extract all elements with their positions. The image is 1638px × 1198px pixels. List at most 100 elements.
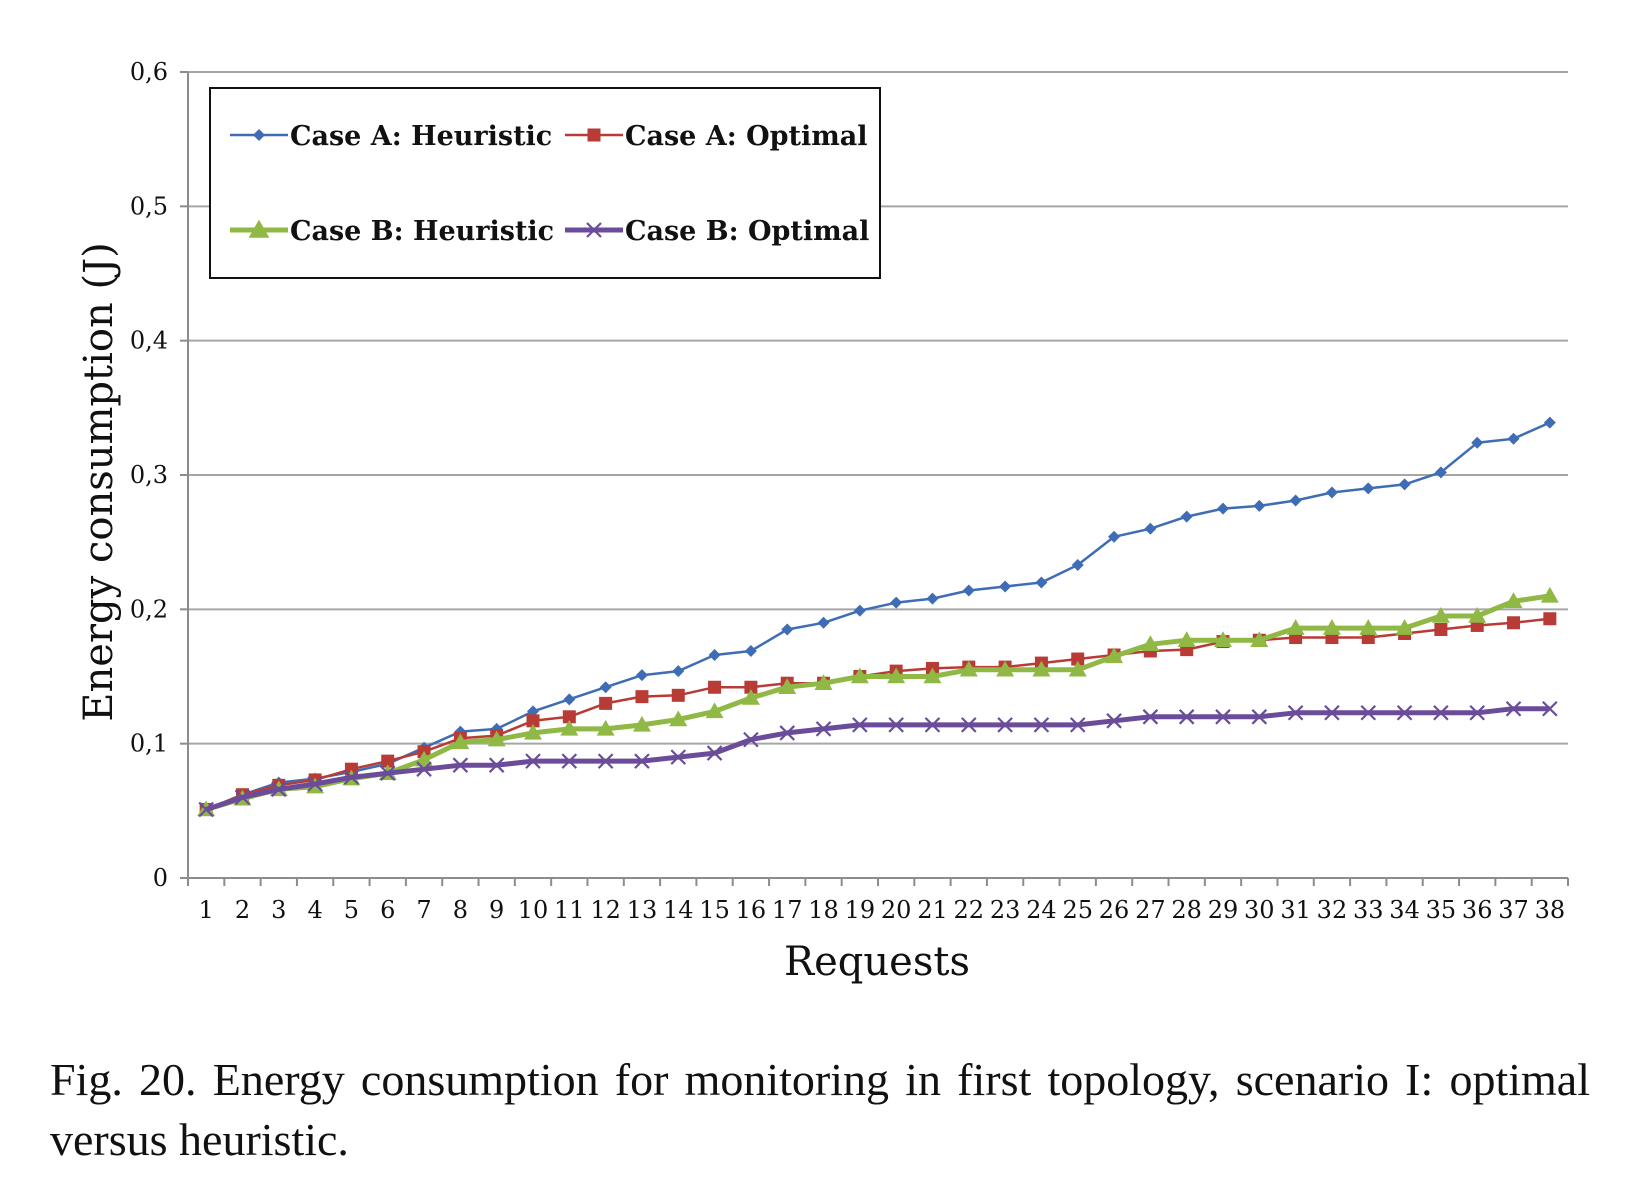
- data-point: [563, 693, 576, 706]
- y-tick-label: 0,1: [130, 730, 168, 758]
- data-point: [1362, 482, 1375, 495]
- data-point: [597, 753, 614, 769]
- x-tick-label: 10: [518, 896, 549, 924]
- data-point: [1360, 704, 1377, 721]
- data-point: [959, 660, 978, 677]
- x-tick-label: 28: [1171, 896, 1202, 924]
- data-point: [1359, 619, 1378, 635]
- data-point: [1144, 522, 1157, 535]
- x-tick-label: 13: [627, 896, 658, 924]
- data-point: [632, 715, 651, 732]
- data-point: [669, 710, 688, 727]
- data-point: [1322, 619, 1341, 635]
- data-point: [1431, 607, 1450, 623]
- x-tick-label: 17: [772, 896, 803, 924]
- y-tick-label: 0,6: [130, 58, 168, 86]
- data-point: [1105, 647, 1124, 664]
- legend-swatch-marker: [587, 128, 601, 142]
- y-tick-label: 0,3: [130, 461, 168, 489]
- data-point: [1395, 619, 1414, 635]
- data-point: [1540, 586, 1559, 603]
- data-point: [1108, 530, 1121, 543]
- series-case-a-heuristic: [200, 416, 1556, 816]
- data-point: [560, 719, 579, 736]
- data-point: [962, 584, 975, 597]
- data-point: [1214, 631, 1232, 647]
- legend-swatch-marker: [253, 129, 265, 141]
- data-point: [1434, 466, 1447, 479]
- x-tick-label: 38: [1535, 896, 1566, 924]
- y-axis-label: Energy consumption (J): [76, 242, 122, 721]
- data-point: [926, 592, 939, 605]
- x-tick-label: 19: [845, 896, 876, 924]
- data-point: [1505, 700, 1522, 717]
- data-point: [381, 754, 395, 768]
- data-point: [599, 681, 612, 694]
- legend-label: Case B: Optimal: [625, 216, 869, 247]
- x-tick-label: 26: [1099, 896, 1130, 924]
- legend-entry: Case A: Optimal: [565, 121, 868, 152]
- data-point: [705, 702, 724, 719]
- legend-entry: Case B: Optimal: [565, 216, 869, 247]
- x-tick-label: 27: [1135, 896, 1166, 924]
- data-point: [416, 761, 432, 777]
- data-point: [634, 753, 650, 769]
- data-point: [1468, 607, 1487, 623]
- y-tick-label: 0,2: [130, 595, 168, 623]
- x-tick-label: 21: [917, 896, 948, 924]
- data-point: [741, 688, 760, 705]
- data-point: [562, 710, 576, 724]
- x-tick-label: 30: [1244, 896, 1275, 924]
- data-point: [599, 696, 613, 710]
- data-point: [488, 757, 505, 773]
- axes: 00,10,20,30,40,50,61 2 3 4 5 6 7 8 9 10 11 12 13 14 15…: [130, 58, 1569, 924]
- data-point: [452, 757, 469, 773]
- data-point: [1396, 704, 1413, 721]
- data-point: [817, 616, 830, 629]
- data-point: [890, 596, 903, 609]
- data-point: [1398, 478, 1411, 491]
- x-tick-label: 15: [699, 896, 730, 924]
- data-point: [1253, 499, 1266, 512]
- x-tick-label: 31: [1280, 896, 1311, 924]
- x-tick-label: 20: [881, 896, 912, 924]
- energy-consumption-chart: 00,10,20,30,40,50,61 2 3 4 5 6 7 8 9 10 11 12 13 14 15…: [76, 58, 1569, 985]
- data-point: [1542, 700, 1558, 717]
- y-tick-label: 0,5: [130, 192, 168, 220]
- data-point: [1069, 717, 1086, 733]
- data-point: [526, 714, 540, 728]
- series-lines: [197, 416, 1559, 818]
- data-point: [999, 580, 1012, 593]
- data-point: [198, 801, 214, 818]
- data-point: [778, 678, 797, 694]
- series-line: [205, 421, 1551, 811]
- data-point: [1469, 704, 1485, 721]
- data-point: [561, 753, 578, 769]
- data-point: [706, 745, 723, 761]
- legend-box: [209, 87, 881, 279]
- x-tick-label: 16: [736, 896, 767, 924]
- x-tick-label: 12: [590, 896, 621, 924]
- y-tick-label: 0: [153, 864, 168, 892]
- data-point: [415, 750, 434, 767]
- data-point: [1325, 486, 1338, 499]
- data-point: [708, 680, 722, 694]
- legend-entry: Case B: Heuristic: [230, 216, 554, 247]
- figure-caption: Fig. 20. Energy consumption for monitori…: [50, 1054, 1590, 1165]
- data-point: [1471, 436, 1484, 449]
- data-point: [814, 674, 833, 690]
- data-point: [1177, 631, 1196, 647]
- x-tick-label: 1: [199, 896, 214, 924]
- x-tick-label: 3: [271, 896, 286, 924]
- x-tick-label: 33: [1353, 896, 1384, 924]
- data-point: [1543, 416, 1556, 429]
- data-point: [1068, 660, 1087, 677]
- data-point: [815, 721, 832, 737]
- legend: Case A: Heuristic Case A: Optimal Case B: …: [209, 87, 881, 279]
- data-point: [1251, 709, 1268, 725]
- y-tick-label: 0,4: [130, 327, 168, 355]
- data-point: [996, 660, 1015, 677]
- x-tick-label: 37: [1498, 896, 1529, 924]
- data-point: [997, 717, 1013, 733]
- x-tick-label: 36: [1462, 896, 1493, 924]
